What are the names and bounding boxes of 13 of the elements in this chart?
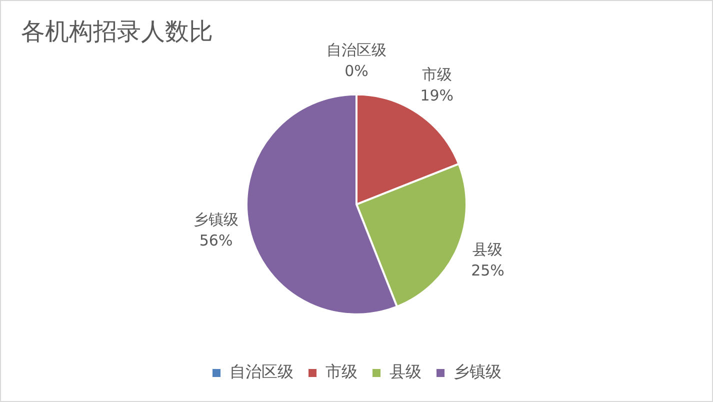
legend-label: 乡镇级 [454,362,502,382]
slice-label: 乡镇级 [194,210,239,229]
legend-label: 市级 [326,362,358,382]
legend-label: 自治区级 [230,362,294,382]
category-label: 自治区级 [326,40,386,59]
chart-title: 各机构招录人数比 [21,18,213,46]
text: 0% [344,62,368,80]
legend-label: 县级 [390,362,422,382]
data-label: 19% [420,86,454,105]
data-label: 56% [199,232,233,250]
slice-label: 县级 [472,240,503,259]
slice-label: 市级 [422,66,452,84]
data-label: 25% [471,262,504,280]
